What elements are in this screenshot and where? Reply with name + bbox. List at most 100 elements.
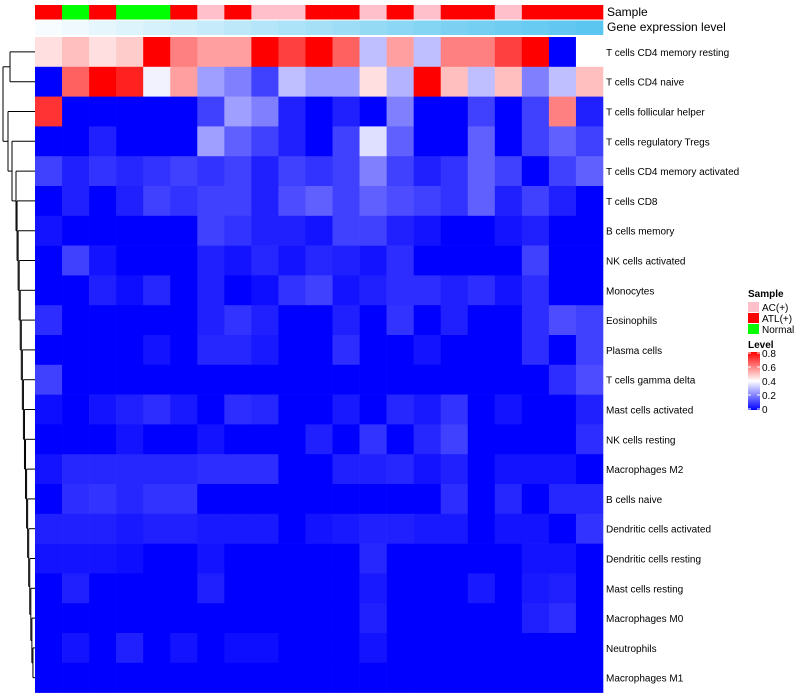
heatmap-cell: [89, 633, 117, 664]
heatmap-cell: [116, 66, 144, 97]
heatmap-cell: [251, 364, 279, 395]
heatmap-cell: [413, 156, 442, 187]
row-label: T cells CD4 memory activated: [606, 167, 739, 178]
heatmap-cell: [521, 513, 550, 544]
gene-expression-annotation-cell: [305, 20, 333, 35]
heatmap-cell: [332, 37, 360, 68]
heatmap-cell: [278, 37, 306, 68]
heatmap-cell: [386, 573, 414, 604]
heatmap-cell: [170, 394, 198, 425]
heatmap-cell: [197, 275, 225, 306]
heatmap-cell: [62, 603, 90, 634]
heatmap-cell: [305, 66, 333, 97]
heatmap-cell: [62, 424, 90, 455]
heatmap-cell: [440, 275, 469, 306]
heatmap-cell: [575, 156, 604, 187]
heatmap-cell: [35, 335, 63, 366]
heatmap-cell: [413, 633, 442, 664]
heatmap-cell: [170, 484, 198, 515]
heatmap-cell: [305, 305, 333, 336]
heatmap-cell: [170, 215, 198, 246]
heatmap-cell: [305, 454, 333, 485]
heatmap-cell: [332, 484, 360, 515]
heatmap-cell: [494, 66, 523, 97]
heatmap-cell: [494, 543, 523, 574]
heatmap-cell: [251, 186, 279, 217]
heatmap-cell: [305, 37, 333, 68]
heatmap-cell: [521, 215, 550, 246]
heatmap-cell: [332, 96, 360, 127]
heatmap-cell: [305, 603, 333, 634]
heatmap-cell: [170, 335, 198, 366]
heatmap-cell: [251, 662, 279, 693]
heatmap-cell: [521, 394, 550, 425]
heatmap-cell: [116, 37, 144, 68]
heatmap-cell: [413, 573, 442, 604]
heatmap-cell: [413, 662, 442, 693]
heatmap-cell: [521, 573, 550, 604]
heatmap-cell: [575, 424, 604, 455]
heatmap-cell: [116, 662, 144, 693]
heatmap-cell: [440, 662, 469, 693]
heatmap-cell: [359, 37, 387, 68]
heatmap-cell: [440, 543, 469, 574]
heatmap-cell: [143, 484, 171, 515]
heatmap-cell: [197, 454, 225, 485]
heatmap-cell: [521, 275, 550, 306]
heatmap-cell: [143, 573, 171, 604]
heatmap-cell: [197, 513, 225, 544]
heatmap-cell: [359, 215, 387, 246]
heatmap-cell: [575, 37, 604, 68]
heatmap-cell: [467, 335, 496, 366]
row-dendrogram: [2, 51, 35, 679]
heatmap-cell: [35, 662, 63, 693]
heatmap-cell: [467, 424, 496, 455]
annotation-tracks: [35, 5, 604, 35]
heatmap-cell: [521, 186, 550, 217]
heatmap-cell: [467, 394, 496, 425]
heatmap-cell: [170, 573, 198, 604]
heatmap-cell: [494, 484, 523, 515]
heatmap-cell: [332, 603, 360, 634]
heatmap-cell: [116, 186, 144, 217]
heatmap-cell: [386, 364, 414, 395]
heatmap-cell: [251, 513, 279, 544]
heatmap-cell: [89, 275, 117, 306]
gene-expression-annotation-cell: [143, 20, 171, 35]
heatmap-cell: [494, 603, 523, 634]
heatmap-cell: [494, 37, 523, 68]
heatmap-cell: [386, 543, 414, 574]
heatmap-cell: [413, 275, 442, 306]
gene-expression-annotation-cell: [548, 20, 577, 35]
heatmap-cell: [440, 394, 469, 425]
heatmap-cell: [332, 513, 360, 544]
heatmap-cell: [548, 275, 577, 306]
heatmap-cell: [386, 603, 414, 634]
heatmap-cell: [413, 394, 442, 425]
heatmap-cell: [332, 364, 360, 395]
heatmap-cell: [251, 454, 279, 485]
heatmap-cell: [359, 245, 387, 276]
sample-annotation-cell: [494, 5, 523, 20]
heatmap-cell: [494, 186, 523, 217]
heatmap-cell: [386, 156, 414, 187]
heatmap-cell: [224, 275, 252, 306]
heatmap-cell: [521, 245, 550, 276]
sample-annotation-cell: [116, 5, 144, 20]
heatmap-cell: [143, 305, 171, 336]
heatmap-cell: [305, 96, 333, 127]
row-label: NK cells activated: [606, 257, 685, 268]
heatmap-cell: [575, 394, 604, 425]
heatmap-cell: [521, 96, 550, 127]
heatmap-cell: [224, 335, 252, 366]
heatmap-cell: [251, 305, 279, 336]
heatmap-cell: [224, 424, 252, 455]
heatmap-cell: [224, 96, 252, 127]
heatmap-cell: [62, 484, 90, 515]
heatmap-cell: [359, 335, 387, 366]
heatmap-cell: [386, 245, 414, 276]
heatmap-cell: [197, 394, 225, 425]
heatmap-cell: [62, 305, 90, 336]
heatmap-cell: [305, 245, 333, 276]
level-tick-label: 0: [762, 405, 768, 416]
